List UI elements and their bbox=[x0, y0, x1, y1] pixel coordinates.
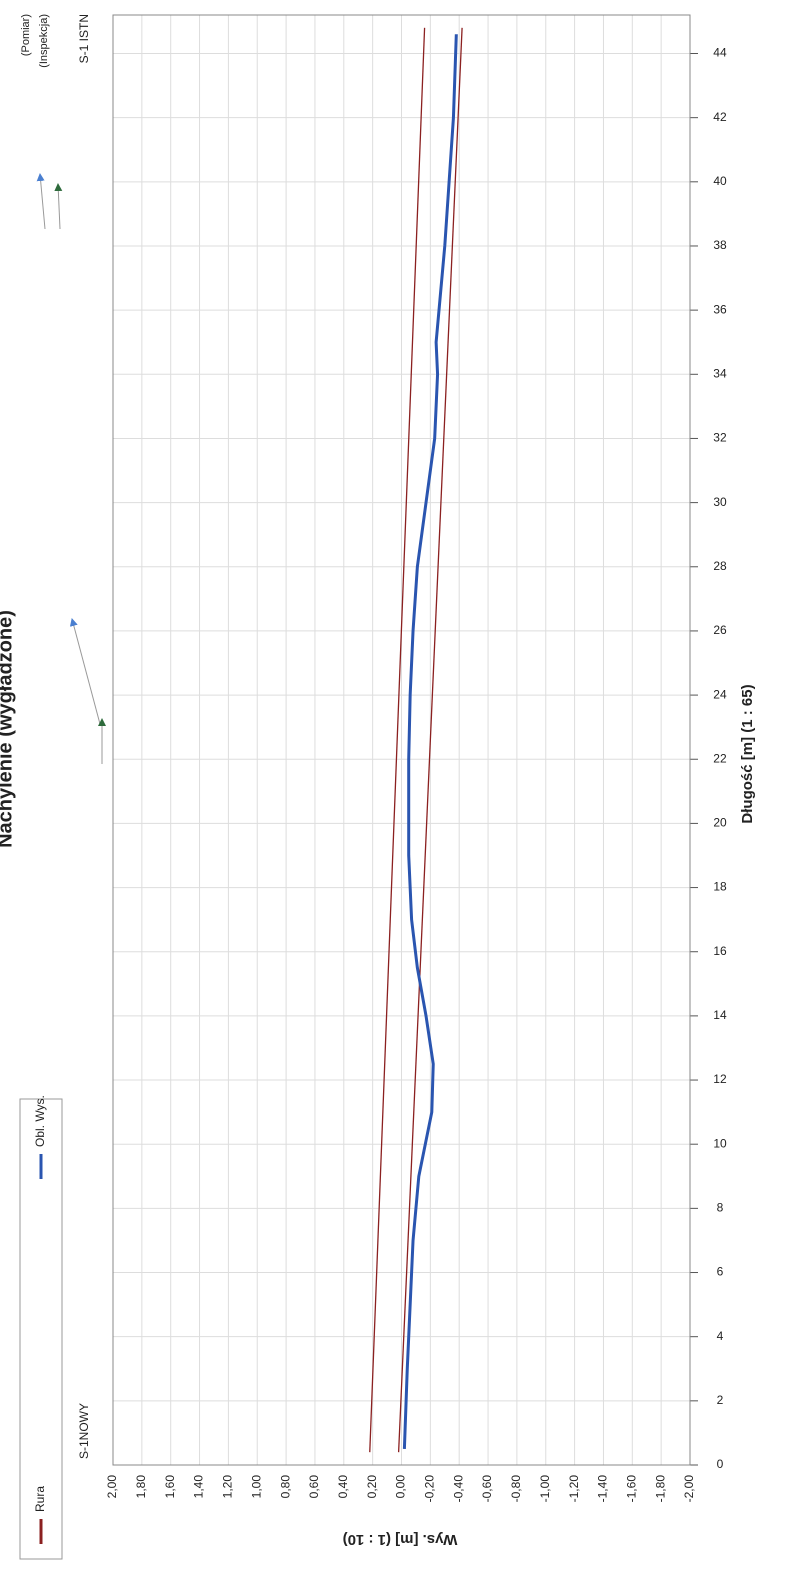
x-tick-label: 44 bbox=[713, 46, 727, 60]
x-tick-label: 4 bbox=[717, 1329, 724, 1343]
y-tick-label: 0,00 bbox=[394, 1475, 408, 1499]
x-tick-label: 28 bbox=[713, 559, 727, 573]
flow-arrow bbox=[54, 183, 63, 230]
flow-arrow bbox=[69, 618, 101, 725]
y-tick-label: 1,60 bbox=[163, 1475, 177, 1499]
x-tick-label: 14 bbox=[713, 1008, 727, 1022]
y-tick-label: -1,80 bbox=[653, 1475, 667, 1503]
x-tick-label: 16 bbox=[713, 944, 727, 958]
y-tick-label: 2,00 bbox=[105, 1475, 119, 1499]
y-tick-label: -0,20 bbox=[423, 1475, 437, 1503]
y-tick-label: 0,40 bbox=[336, 1475, 350, 1499]
plot-frame bbox=[112, 14, 691, 1466]
rotated-chart: Nachylenie (wygładzone) S-1NOWY S-1 ISTN… bbox=[0, 14, 756, 1560]
x-tick-label: 22 bbox=[713, 751, 727, 765]
x-tick-label: 38 bbox=[713, 238, 727, 252]
x-axis-title: Długość [m] (1 : 65) bbox=[739, 684, 756, 823]
annotation: (Inspekcja) bbox=[38, 14, 50, 68]
y-tick-label: -2,00 bbox=[682, 1475, 696, 1503]
x-tick-label: 18 bbox=[713, 880, 727, 894]
y-tick-label: -0,60 bbox=[480, 1475, 494, 1503]
x-tick-label: 2 bbox=[717, 1393, 724, 1407]
y-axis-title: Wys. [m] (1 : 10) bbox=[343, 1531, 458, 1548]
y-tick-label: 1,20 bbox=[221, 1475, 235, 1499]
x-tick-label: 34 bbox=[713, 366, 727, 380]
y-tick-label: 0,60 bbox=[307, 1475, 321, 1499]
y-tick-label: -1,20 bbox=[567, 1475, 581, 1503]
line bbox=[402, 34, 458, 1450]
x-tick-label: 8 bbox=[717, 1201, 724, 1215]
x-tick-label: 30 bbox=[713, 495, 727, 509]
y-tick-label: -1,00 bbox=[538, 1475, 552, 1503]
y-tick-label: -1,40 bbox=[596, 1475, 610, 1503]
x-tick-label: 40 bbox=[713, 174, 727, 188]
y-tick-label: 1,80 bbox=[134, 1475, 148, 1499]
x-tick-label: 36 bbox=[713, 302, 727, 316]
x-tick-label: 32 bbox=[713, 431, 727, 445]
x-tick-label: 24 bbox=[713, 687, 727, 701]
chart-title: Nachylenie (wygładzone) bbox=[0, 610, 16, 848]
annotation: S-1 ISTN bbox=[77, 14, 91, 63]
annotation: (Pomiar) bbox=[20, 14, 32, 56]
y-tick-label: 0,80 bbox=[278, 1475, 292, 1499]
x-tick-label: 12 bbox=[713, 1072, 727, 1086]
y-tick-label: -0,40 bbox=[451, 1475, 465, 1503]
x-tick-label: 10 bbox=[713, 1136, 727, 1150]
x-tick-label: 0 bbox=[717, 1457, 724, 1471]
y-tick-label: -1,60 bbox=[624, 1475, 638, 1503]
line bbox=[369, 27, 426, 1453]
y-tick-label: 1,40 bbox=[192, 1475, 206, 1499]
y-tick-label: -0,80 bbox=[509, 1475, 523, 1503]
legend-box bbox=[19, 1098, 63, 1560]
legend-label: Rura bbox=[33, 1486, 47, 1512]
x-tick-label: 20 bbox=[713, 816, 727, 830]
flow-arrow bbox=[36, 173, 46, 230]
y-tick-label: 0,20 bbox=[365, 1475, 379, 1499]
line bbox=[397, 27, 463, 1453]
y-tick-label: 1,00 bbox=[249, 1475, 263, 1499]
x-tick-label: 26 bbox=[713, 623, 727, 637]
annotation: S-1NOWY bbox=[77, 1403, 91, 1459]
x-tick-label: 42 bbox=[713, 110, 727, 124]
legend-label: Obl. Wys. bbox=[33, 1095, 47, 1147]
x-tick-label: 6 bbox=[717, 1265, 724, 1279]
